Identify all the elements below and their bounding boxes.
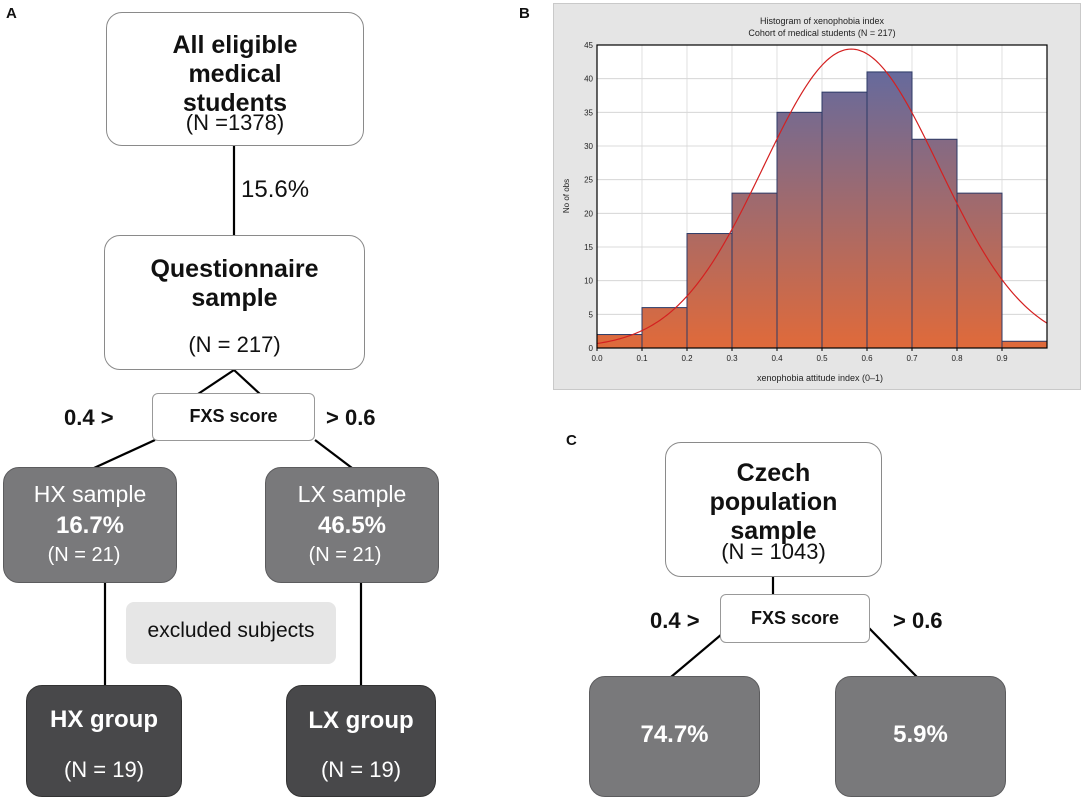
histogram-bar: [776, 111, 823, 349]
hx-sample-box: HX sample 16.7% (N = 21): [3, 467, 177, 583]
x-tick-label: 0.1: [636, 354, 648, 363]
x-tick-label: 0.6: [861, 354, 873, 363]
eligible-students-title: All eligible medical students: [172, 31, 298, 117]
hx-sample-percent: 16.7%: [55, 512, 125, 539]
population-low-percent: 5.9%: [893, 721, 948, 748]
population-high-percent: 74.7%: [640, 721, 709, 748]
histogram-bar: [1001, 340, 1048, 349]
histogram-bar: [731, 192, 778, 349]
czech-population-n: (N = 1043): [721, 539, 826, 564]
y-tick-label: 40: [584, 75, 593, 84]
connector-fxs-lx: [314, 439, 353, 469]
fxs-score-box: FXS score: [152, 393, 315, 441]
connector-questionnaire-fxs-right: [233, 369, 261, 395]
histogram-chart: Histogram of xenophobia index Cohort of …: [562, 16, 1048, 383]
x-tick-label: 0.7: [906, 354, 918, 363]
connector-fxs-right-c: [867, 626, 918, 678]
lx-group-n: (N = 19): [320, 757, 402, 782]
y-tick-label: 45: [584, 41, 593, 50]
lx-group-title: LX group: [308, 707, 414, 734]
fxs-right-condition-c: > 0.6: [893, 608, 943, 633]
panel-c-label: C: [566, 432, 577, 449]
hx-group-title: HX group: [50, 706, 158, 733]
y-tick-label: 10: [584, 277, 593, 286]
panel-b-label: B: [519, 5, 530, 22]
lx-group-box: LX group (N = 19): [286, 685, 436, 797]
x-tick-label: 0.3: [726, 354, 738, 363]
hx-sample-title: HX sample: [33, 481, 147, 507]
hx-group-box: HX group (N = 19): [26, 685, 182, 797]
eligible-students-box: All eligible medical students (N =1378): [106, 12, 364, 146]
x-tick-label: 0.4: [771, 354, 783, 363]
histogram-panel: Histogram of xenophobia index Cohort of …: [553, 3, 1081, 390]
y-tick-label: 0: [589, 344, 594, 353]
chart-title: Histogram of xenophobia index: [760, 16, 885, 26]
lx-sample-box: LX sample 46.5% (N = 21): [265, 467, 439, 583]
eligible-students-n: (N =1378): [185, 110, 285, 135]
y-tick-label: 5: [589, 310, 594, 319]
population-low-box: 5.9%: [835, 676, 1006, 797]
histogram-bar: [911, 138, 958, 349]
x-tick-label: 0.8: [951, 354, 963, 363]
lx-sample-title: LX sample: [297, 481, 407, 507]
y-tick-label: 20: [584, 209, 593, 218]
histogram-bar: [641, 307, 688, 349]
fxs-left-condition: 0.4 >: [64, 405, 114, 430]
lx-sample-n: (N = 21): [308, 544, 382, 566]
connector-fxs-hx: [93, 439, 156, 469]
response-rate: 15.6%: [241, 176, 310, 203]
excluded-subjects-box: excluded subjects: [126, 602, 336, 664]
x-tick-label: 0.0: [591, 354, 603, 363]
y-tick-label: 35: [584, 108, 593, 117]
x-axis-label: xenophobia attitude index (0–1): [757, 373, 883, 383]
connector-questionnaire-fxs-left: [197, 369, 235, 395]
histogram-bar: [596, 334, 643, 349]
fxs-left-condition-c: 0.4 >: [650, 608, 700, 633]
population-high-box: 74.7%: [589, 676, 760, 797]
normal-fit-curve: [597, 48, 1047, 345]
y-tick-label: 15: [584, 243, 593, 252]
questionnaire-sample-title: Questionnaire sample: [150, 255, 319, 312]
czech-population-box: Czech population sample (N = 1043): [665, 442, 882, 577]
czech-population-title: Czech population sample: [709, 459, 838, 545]
questionnaire-sample-box: Questionnaire sample (N = 217): [104, 235, 365, 370]
lx-sample-percent: 46.5%: [317, 512, 387, 539]
excluded-subjects-label: excluded subjects: [147, 619, 315, 642]
fxs-right-condition: > 0.6: [326, 405, 376, 430]
hx-group-n: (N = 19): [63, 757, 145, 782]
fxs-score-box-c: FXS score: [720, 594, 870, 643]
histogram-bar: [686, 233, 733, 349]
x-tick-label: 0.9: [996, 354, 1008, 363]
y-axis-label: No of obs: [562, 179, 571, 213]
histogram-bar: [866, 71, 913, 349]
y-tick-label: 25: [584, 176, 593, 185]
hx-sample-n: (N = 21): [47, 544, 121, 566]
connector-fxs-left-c: [670, 633, 723, 678]
histogram-bar: [821, 91, 868, 349]
x-tick-label: 0.5: [816, 354, 828, 363]
x-tick-label: 0.2: [681, 354, 693, 363]
questionnaire-sample-n: (N = 217): [188, 332, 281, 357]
chart-subtitle: Cohort of medical students (N = 217): [748, 28, 895, 38]
panel-a-label: A: [6, 5, 17, 22]
y-tick-label: 30: [584, 142, 593, 151]
